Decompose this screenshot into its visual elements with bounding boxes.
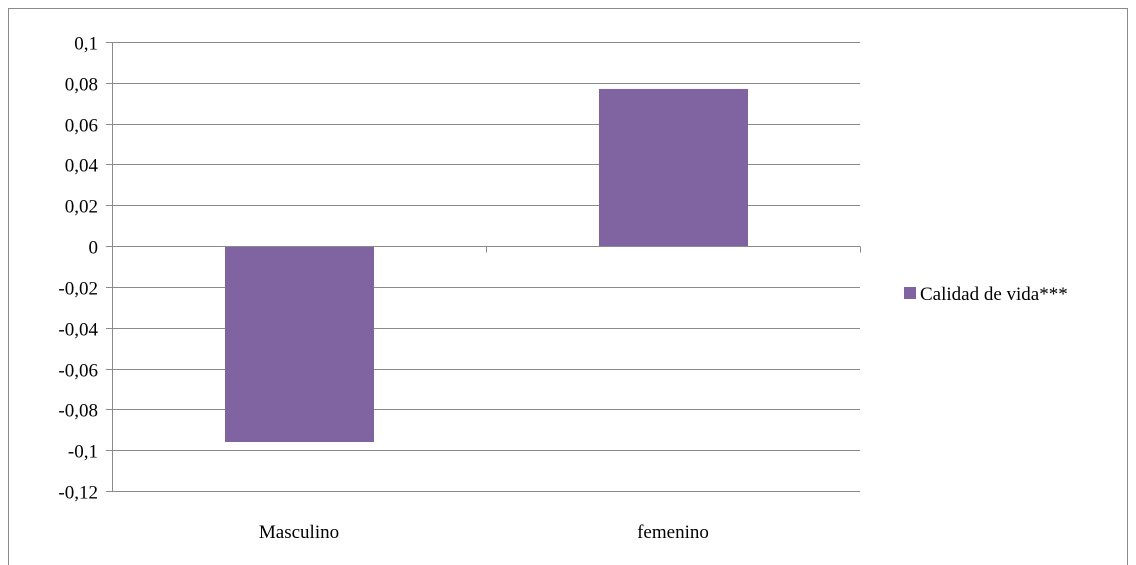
y-tick-label: -0,1 [68,442,98,463]
y-tick-label: 0,08 [65,75,98,96]
bars [225,88,748,443]
y-tick-label: 0,1 [74,34,98,55]
x-tick-label: femenino [637,522,709,543]
legend: Calidad de vida*** [904,284,1068,305]
axes [106,42,861,492]
y-tick-label: 0 [89,238,99,259]
y-tick-label: -0,04 [58,320,98,341]
legend-label: Calidad de vida*** [920,284,1068,305]
y-tick-labels: 0,1 0,08 0,06 0,04 0,02 0 -0,02 -0,04 -0,06 -0,08… [58,34,98,504]
bar-masculino [225,246,374,443]
bar-femenino [599,88,748,247]
x-tick-label: Masculino [259,522,339,543]
legend-swatch [904,287,916,299]
y-tick-label: -0,06 [58,361,98,382]
y-tick-label: 0,04 [65,156,99,177]
y-tick-label: 0,02 [65,197,98,218]
x-tick-labels: Masculino femenino [259,522,709,543]
chart-frame [8,8,1128,565]
y-tick-label: 0,06 [65,116,98,137]
y-tick-label: -0,08 [58,401,98,422]
y-tick-label: -0,02 [58,279,98,300]
y-tick-label: -0,12 [58,483,98,504]
